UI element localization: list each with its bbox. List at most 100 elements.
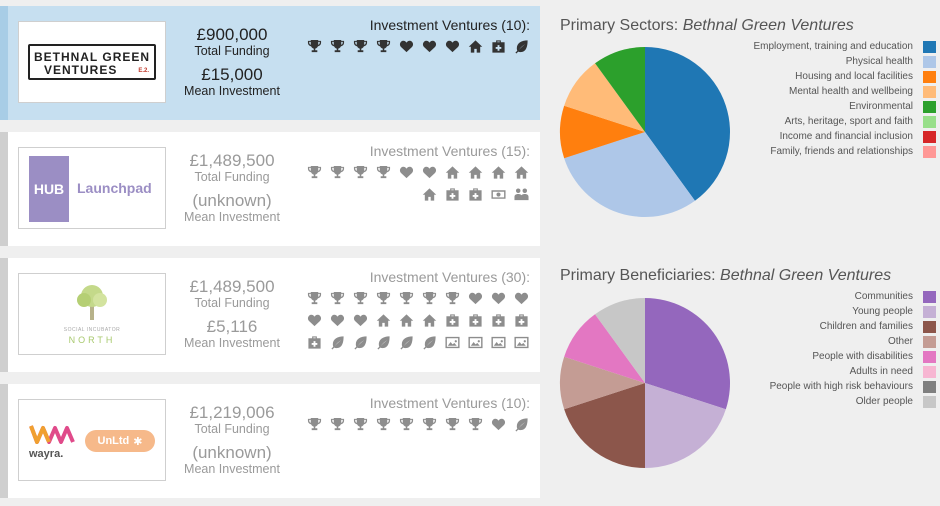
legend-item-people-with-high-risk-behaviours: People with high risk behaviours	[716, 379, 936, 394]
trophy-icon	[397, 290, 415, 306]
chart-title-prefix: Primary Beneficiaries:	[560, 267, 721, 284]
logo-text-left: wayra.	[29, 448, 64, 460]
legend-item-physical-health: Physical health	[716, 54, 936, 69]
legend-item-young-people: Young people	[716, 304, 936, 319]
legend-swatch	[923, 350, 936, 363]
chart-title-entity: Bethnal Green Ventures	[720, 267, 892, 284]
home-icon	[420, 312, 438, 328]
legend-label: Arts, heritage, sport and faith	[784, 116, 913, 127]
legend-swatch	[923, 100, 936, 113]
medkit-icon	[512, 312, 530, 328]
mean-investment-value: (unknown)	[192, 191, 272, 210]
investment-icons	[300, 38, 530, 60]
investments-title: Investment Ventures (15):	[369, 143, 530, 159]
medkit-icon	[466, 312, 484, 328]
legend-label: Young people	[852, 306, 913, 317]
heart-icon	[397, 164, 415, 180]
trophy-icon	[374, 164, 392, 180]
pie-slice-older-people[interactable]	[595, 298, 645, 383]
mean-investment-value: £15,000	[201, 65, 263, 84]
pie-slice-people-with-disabilities[interactable]	[564, 314, 645, 383]
pie-slice-mental-health-and-wellbeing[interactable]	[564, 63, 645, 133]
investments-title: Investment Ventures (30):	[369, 269, 530, 285]
pie-slice-housing-and-local-facilities[interactable]	[560, 105, 645, 159]
pie-slice-environmental[interactable]	[595, 47, 645, 132]
trophy-icon	[397, 416, 415, 432]
legend-label: People with high risk behaviours	[769, 381, 913, 392]
pie-slice-physical-health[interactable]	[564, 132, 695, 217]
mean-investment-label: Mean Investment	[184, 336, 280, 350]
medkit-icon	[443, 312, 461, 328]
logo-bethnal-green-ventures: BETHNAL GREEN VENTURES E.2.	[18, 21, 166, 103]
investment-icons	[300, 416, 530, 438]
trophy-icon	[305, 38, 323, 54]
mean-investment-label: Mean Investment	[184, 462, 280, 476]
home-icon	[397, 312, 415, 328]
legend-swatch	[923, 335, 936, 348]
heart-icon	[397, 38, 415, 54]
legend-item-family-friends-and-relationships: Family, friends and relationships	[716, 144, 936, 159]
legend-label: Income and financial inclusion	[779, 131, 913, 142]
legend-label: People with disabilities	[812, 351, 913, 362]
medkit-icon	[443, 186, 461, 202]
heart-icon	[443, 38, 461, 54]
home-icon	[420, 186, 438, 202]
logo-tag: E.2.	[138, 68, 149, 74]
card-hub-launchpad[interactable]: HUB Launchpad £1,489,500 Total Funding (…	[0, 132, 540, 246]
legend-label: Employment, training and education	[753, 41, 913, 52]
logo-text-line1: BETHNAL GREEN	[33, 50, 151, 64]
legend-swatch	[923, 290, 936, 303]
trophy-icon	[466, 416, 484, 432]
legend-swatch	[923, 85, 936, 98]
logo-text-line2: NORTH	[68, 335, 116, 345]
trophy-icon	[328, 290, 346, 306]
legend-label: Family, friends and relationships	[770, 146, 913, 157]
legend-label: Physical health	[845, 56, 913, 67]
pie-slice-young-people[interactable]	[645, 383, 726, 468]
logo-hub-launchpad: HUB Launchpad	[18, 147, 166, 229]
leaf-icon	[512, 38, 530, 54]
legend-swatch	[923, 380, 936, 393]
legend-item-other: Other	[716, 334, 936, 349]
total-funding-label: Total Funding	[194, 170, 270, 184]
chart-title-prefix: Primary Sectors:	[560, 17, 683, 34]
total-funding-label: Total Funding	[194, 44, 270, 58]
trophy-icon	[443, 290, 461, 306]
funding-stats: £1,489,500 Total Funding £5,116 Mean Inv…	[172, 278, 292, 351]
mean-investment-label: Mean Investment	[184, 210, 280, 224]
beneficiaries-chart-title: Primary Beneficiaries: Bethnal Green Ven…	[560, 267, 891, 285]
legend-swatch	[923, 115, 936, 128]
trophy-icon	[351, 38, 369, 54]
logo-wayra-unltd: wayra. UnLtd ✱	[18, 399, 166, 481]
legend-label: Environmental	[849, 101, 913, 112]
heart-icon	[305, 312, 323, 328]
trophy-icon	[374, 416, 392, 432]
mean-investment-value: £5,116	[206, 317, 258, 336]
legend-item-people-with-disabilities: People with disabilities	[716, 349, 936, 364]
pie-slice-employment-training-and-education[interactable]	[645, 47, 730, 201]
leaf-icon	[420, 334, 438, 350]
home-icon	[489, 164, 507, 180]
pie-slice-other[interactable]	[560, 356, 645, 410]
legend-item-income-and-financial-inclusion: Income and financial inclusion	[716, 129, 936, 144]
legend-swatch	[923, 320, 936, 333]
legend-label: Mental health and wellbeing	[789, 86, 913, 97]
pie-slice-children-and-families[interactable]	[564, 383, 645, 468]
legend-item-children-and-families: Children and families	[716, 319, 936, 334]
pie-slice-communities[interactable]	[645, 298, 730, 410]
card-wayra-unltd[interactable]: wayra. UnLtd ✱ £1,219,006 Total Funding …	[0, 384, 540, 498]
card-bethnal-green-ventures[interactable]: BETHNAL GREEN VENTURES E.2. £900,000 Tot…	[0, 6, 540, 120]
investments-title: Investment Ventures (10):	[369, 17, 530, 33]
heart-icon	[420, 164, 438, 180]
leaf-icon	[397, 334, 415, 350]
funding-stats: £1,219,006 Total Funding (unknown) Mean …	[172, 404, 292, 477]
trophy-icon	[420, 416, 438, 432]
trophy-icon	[374, 38, 392, 54]
card-social-incubator-north[interactable]: SOCIAL INCUBATOR NORTH £1,489,500 Total …	[0, 258, 540, 372]
money-icon	[489, 186, 507, 202]
heart-icon	[512, 290, 530, 306]
picture-icon	[489, 334, 507, 350]
heart-icon	[351, 312, 369, 328]
legend-swatch	[923, 395, 936, 408]
funding-stats: £900,000 Total Funding £15,000 Mean Inve…	[172, 26, 292, 99]
